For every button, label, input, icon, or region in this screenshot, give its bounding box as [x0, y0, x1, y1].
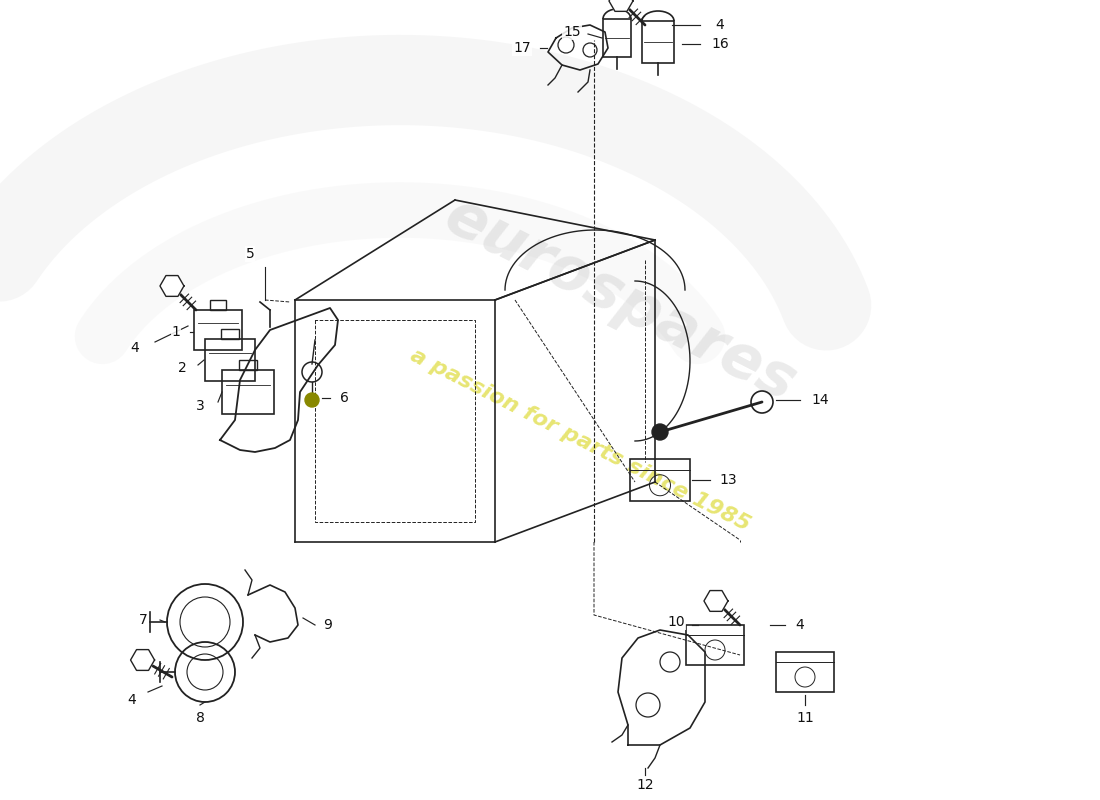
- Bar: [194, 310, 242, 350]
- Text: 4: 4: [716, 18, 725, 32]
- Text: 9: 9: [323, 618, 332, 632]
- Text: 15: 15: [563, 25, 581, 39]
- Text: 13: 13: [719, 473, 737, 487]
- Text: 4: 4: [128, 693, 136, 707]
- Polygon shape: [131, 650, 155, 670]
- Text: eurospares: eurospares: [434, 186, 805, 414]
- Text: 7: 7: [139, 613, 147, 627]
- Text: 1: 1: [172, 325, 180, 339]
- Circle shape: [652, 424, 668, 440]
- Text: 17: 17: [514, 41, 531, 55]
- Text: 4: 4: [131, 341, 140, 355]
- Bar: [239, 360, 257, 370]
- Text: a passion for parts since 1985: a passion for parts since 1985: [407, 345, 754, 535]
- Polygon shape: [160, 275, 184, 296]
- Bar: [642, 21, 674, 63]
- Polygon shape: [609, 0, 632, 11]
- Text: 2: 2: [177, 361, 186, 375]
- Bar: [686, 625, 744, 665]
- Circle shape: [305, 393, 319, 407]
- Bar: [221, 329, 239, 339]
- Text: 10: 10: [668, 615, 685, 629]
- Text: 6: 6: [340, 391, 349, 405]
- Bar: [222, 370, 274, 414]
- Text: 11: 11: [796, 711, 814, 725]
- Bar: [630, 459, 690, 501]
- Bar: [603, 19, 631, 57]
- Text: 16: 16: [711, 37, 729, 51]
- Text: 4: 4: [795, 618, 804, 632]
- Text: 12: 12: [636, 778, 653, 792]
- Text: 5: 5: [245, 247, 254, 261]
- Text: 14: 14: [811, 393, 828, 407]
- Polygon shape: [704, 590, 728, 611]
- Bar: [205, 339, 255, 381]
- Text: 3: 3: [196, 399, 205, 413]
- Bar: [210, 300, 227, 310]
- Bar: [776, 652, 834, 692]
- Text: 8: 8: [196, 711, 205, 725]
